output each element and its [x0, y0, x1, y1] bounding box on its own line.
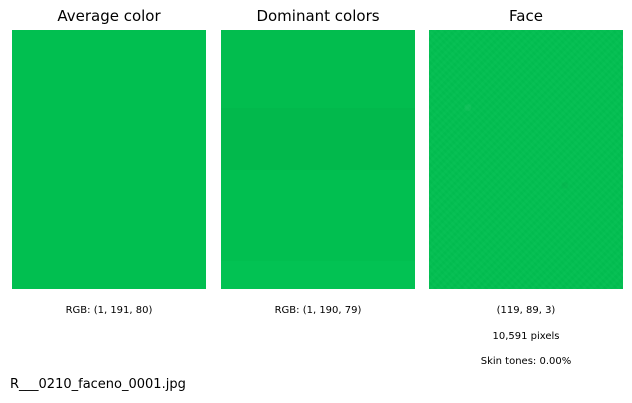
average-color-swatch [12, 30, 206, 289]
panel-title-dominant-colors: Dominant colors [256, 7, 380, 25]
dominant-colors-rgb-caption: RGB: (1, 190, 79) [274, 305, 362, 316]
dominant-color-band [221, 260, 415, 289]
face-pixel-count-caption: 10,591 pixels [492, 331, 560, 342]
average-color-rgb-caption: RGB: (1, 191, 80) [65, 305, 153, 316]
panel-title-average-color: Average color [57, 7, 161, 25]
dominant-color-band [221, 107, 415, 170]
face-skin-tones-caption: Skin tones: 0.00% [480, 356, 572, 367]
face-rgb-caption: (119, 89, 3) [496, 305, 556, 316]
dominant-color-band [221, 169, 415, 261]
panel-title-face: Face [509, 7, 543, 25]
dominant-color-band [221, 30, 415, 108]
image-filename: R___0210_faceno_0001.jpg [10, 377, 186, 392]
dominant-colors-swatch [221, 30, 415, 289]
face-swatch [429, 30, 623, 289]
